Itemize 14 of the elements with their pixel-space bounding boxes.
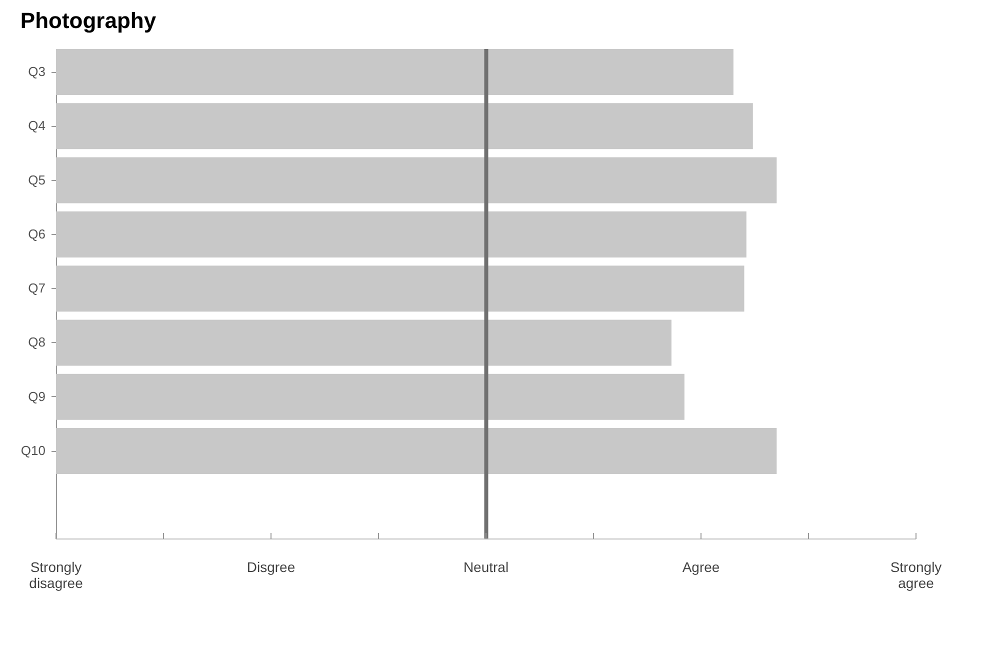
text: Strongly agree	[890, 559, 942, 591]
y-tick-label: Q6	[28, 226, 46, 242]
y-tick-label: Q9	[28, 388, 46, 404]
y-tick-label: Q4	[28, 118, 46, 134]
y-tick-label: Q5	[28, 172, 46, 188]
y-tick-label: Q7	[28, 280, 46, 296]
text: Neutral	[463, 559, 509, 575]
chart-title: Photography	[20, 8, 157, 33]
y-tick-label: Q8	[28, 334, 46, 350]
text: Strongly disagree	[29, 559, 84, 591]
text: Disgree	[246, 559, 296, 575]
y-tick-label: Q3	[28, 64, 46, 80]
text: Agree	[682, 559, 720, 575]
y-tick-label: Q10	[20, 443, 46, 458]
